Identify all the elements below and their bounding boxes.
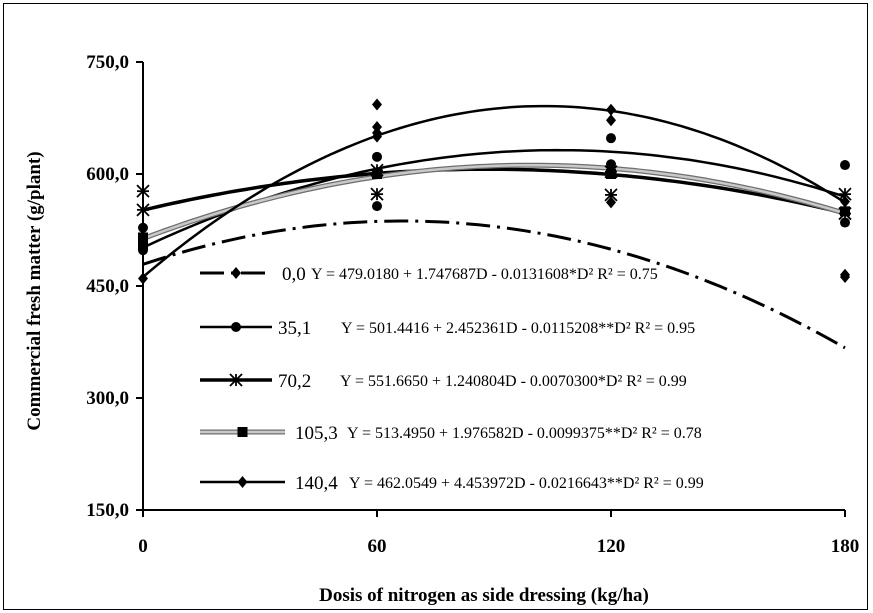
asterisk-stroke <box>136 184 150 198</box>
legend-equation-2: Y = 551.6650 + 1.240804D - 0.0070300*D² … <box>340 373 687 390</box>
y-tick-label: 450,0 <box>86 276 129 297</box>
legend-equation-4: Y = 462.0549 + 4.453972D - 0.0216643**D²… <box>349 475 704 492</box>
x-tick-label: 60 <box>368 536 387 557</box>
data-point-2 <box>604 188 618 202</box>
data-point-4 <box>372 126 382 139</box>
asterisk-stroke <box>136 203 150 217</box>
legend-equation-3: Y = 513.4950 + 1.976582D - 0.0099375**D²… <box>347 425 702 442</box>
data-point-1 <box>372 201 382 212</box>
data-point-3 <box>138 232 148 243</box>
data-point-4 <box>606 103 616 116</box>
legend-equation-1: Y = 501.4416 + 2.452361D - 0.0115208**D²… <box>341 320 695 337</box>
asterisk-stroke <box>838 187 852 201</box>
series-curve-3 <box>142 163 846 240</box>
data-point-0 <box>372 98 382 111</box>
legend-marker-3 <box>237 427 248 437</box>
legend-equation-0: Y = 479.0180 + 1.747687D - 0.0131608*D² … <box>311 266 658 283</box>
legend-marker-2 <box>229 373 243 387</box>
data-point-2 <box>136 203 150 217</box>
series-curves <box>142 104 846 350</box>
data-point-3 <box>606 169 616 179</box>
data-point-2 <box>136 184 150 198</box>
legend-label-2: 70,2 <box>278 371 311 392</box>
x-axis-title: Dosis of nitrogen as side dressing (kg/h… <box>319 585 649 606</box>
x-tick-label: 0 <box>138 536 148 557</box>
y-tick-label: 600,0 <box>86 164 129 185</box>
series-curve-3 <box>142 162 846 241</box>
data-point-1 <box>840 160 850 171</box>
chart-frame <box>3 3 868 610</box>
data-point-3 <box>840 206 850 217</box>
legend-label-1: 35,1 <box>278 318 311 339</box>
legend-label-0: 0,0 <box>282 264 306 285</box>
data-point-0 <box>606 114 616 127</box>
data-point-2 <box>370 187 384 201</box>
asterisk-stroke <box>229 373 243 387</box>
legend-marker-1 <box>231 322 241 332</box>
series-markers <box>136 98 852 285</box>
legend: 0,0 Y = 479.0180 + 1.747687D - 0.0131608*… <box>200 264 704 494</box>
y-tick-label: 300,0 <box>86 388 129 409</box>
x-tick-label: 180 <box>831 536 860 557</box>
asterisk-stroke <box>370 187 384 201</box>
series-curve-4 <box>142 104 846 278</box>
data-point-0 <box>606 196 616 209</box>
y-tick-label: 150,0 <box>86 500 129 521</box>
x-tick-label: 120 <box>597 536 626 557</box>
data-point-0 <box>840 271 850 284</box>
y-axis-title: Commercial fresh matter (g/plant) <box>24 151 45 430</box>
data-point-1 <box>606 159 616 170</box>
data-point-3 <box>372 169 382 179</box>
data-point-1 <box>606 133 616 144</box>
y-tick-label: 750,0 <box>86 52 129 73</box>
legend-marker-4 <box>237 476 248 488</box>
series-curve-2 <box>142 167 846 216</box>
data-point-4 <box>138 272 148 285</box>
data-point-1 <box>138 222 148 233</box>
data-point-1 <box>840 217 850 228</box>
legend-label-3: 105,3 <box>295 423 338 444</box>
legend-label-4: 140,4 <box>295 473 338 494</box>
data-point-3 <box>138 239 148 250</box>
legend-marker-0 <box>231 267 241 279</box>
data-point-4 <box>840 195 850 208</box>
data-point-1 <box>372 151 382 162</box>
asterisk-stroke <box>604 188 618 202</box>
axis-ticks: 150,0 300,0 450,0 600,0 750,0 0 60 120 180 <box>86 52 859 557</box>
